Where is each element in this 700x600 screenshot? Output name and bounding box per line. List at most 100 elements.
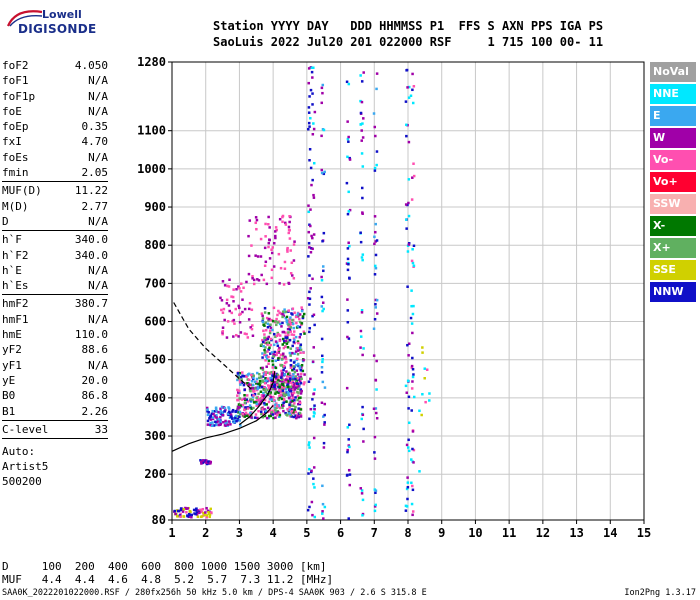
echo-point <box>272 241 276 245</box>
echo-point <box>264 329 268 332</box>
echo-point <box>277 252 281 256</box>
echo-point <box>206 423 210 426</box>
echo-point <box>286 346 290 349</box>
echo-point <box>270 411 274 414</box>
echo-point <box>232 335 235 338</box>
echo-point <box>308 303 311 306</box>
echo-point <box>214 420 217 424</box>
echo-point <box>296 387 300 391</box>
echo-point <box>292 410 295 413</box>
echo-point <box>287 396 291 400</box>
echo-point <box>278 334 282 337</box>
echo-point <box>279 266 283 270</box>
echo-point <box>243 307 247 311</box>
echo-point <box>241 412 244 416</box>
echo-point <box>211 424 214 428</box>
echo-point <box>294 410 298 414</box>
echo-point <box>406 250 410 253</box>
echo-point <box>418 470 421 473</box>
echo-point <box>406 379 410 383</box>
echo-point <box>239 424 242 427</box>
echo-point <box>250 327 254 331</box>
echo-point <box>321 358 324 361</box>
param-row: fmin 2.05 <box>2 165 108 180</box>
echo-point <box>323 170 326 174</box>
param-key: hmE <box>2 328 22 342</box>
echo-point <box>231 408 235 412</box>
echo-point <box>296 390 299 394</box>
echo-point <box>288 320 291 324</box>
echo-point <box>322 172 326 176</box>
echo-point <box>284 339 288 343</box>
echo-point <box>221 332 224 336</box>
echo-point <box>291 392 295 396</box>
echo-point <box>247 254 251 258</box>
echo-point <box>307 241 311 245</box>
echo-point <box>259 255 263 258</box>
legend-item-nne: NNE <box>650 84 696 104</box>
echo-point <box>289 347 293 350</box>
echo-point <box>186 514 189 517</box>
echo-point <box>274 408 277 412</box>
echo-point <box>423 367 427 370</box>
echo-point <box>288 338 292 342</box>
echo-point <box>238 410 242 414</box>
echo-point <box>263 398 267 402</box>
echo-point <box>320 371 324 374</box>
echo-point <box>207 460 210 463</box>
echo-point <box>322 517 325 520</box>
echo-point <box>265 365 268 368</box>
echo-point <box>224 419 227 423</box>
echo-point <box>410 409 413 412</box>
echo-point <box>268 257 272 260</box>
echo-point <box>201 507 205 511</box>
echo-point <box>249 326 252 329</box>
echo-point <box>240 282 243 285</box>
echo-point <box>308 326 312 330</box>
echo-point <box>281 343 285 346</box>
echo-point <box>303 381 306 384</box>
echo-point <box>407 85 411 89</box>
echo-point <box>265 282 269 286</box>
echo-point <box>266 406 270 410</box>
header-line-2: SaoLuis 2022 Jul20 201 022000 RSF 1 715 … <box>213 35 604 49</box>
echo-point <box>308 246 311 249</box>
echo-point <box>309 407 313 411</box>
echo-point <box>291 307 295 310</box>
echo-point <box>373 235 376 239</box>
echo-point <box>323 386 327 389</box>
echo-point <box>237 389 241 393</box>
echo-point <box>267 317 271 321</box>
echo-point <box>262 372 266 376</box>
echo-point <box>239 312 242 316</box>
echo-point <box>275 317 278 321</box>
dashed-trace-line <box>173 302 254 391</box>
echo-point <box>246 407 250 410</box>
echo-point <box>261 415 265 419</box>
echo-point <box>285 385 288 389</box>
echo-point <box>299 375 303 379</box>
echo-point <box>271 246 275 249</box>
echo-point <box>277 404 280 408</box>
echo-point <box>277 333 280 336</box>
echo-point <box>227 285 231 288</box>
echo-point <box>362 117 365 120</box>
echo-point <box>205 514 209 517</box>
autoscaling-info: Auto: Artist5 500200 <box>2 444 48 489</box>
echo-point <box>361 136 365 139</box>
echo-point <box>407 395 411 399</box>
echo-point <box>278 412 281 415</box>
echo-point <box>308 125 311 128</box>
echo-point <box>289 385 293 389</box>
echo-point <box>361 122 364 125</box>
echo-point <box>309 224 312 228</box>
echo-point <box>308 505 311 509</box>
echo-point <box>278 356 281 359</box>
echo-point <box>294 405 297 409</box>
echo-point <box>313 486 316 489</box>
echo-point <box>238 313 241 316</box>
echo-point <box>236 398 239 402</box>
echo-point <box>291 322 295 325</box>
echo-point <box>203 513 206 517</box>
echo-point <box>247 272 251 276</box>
